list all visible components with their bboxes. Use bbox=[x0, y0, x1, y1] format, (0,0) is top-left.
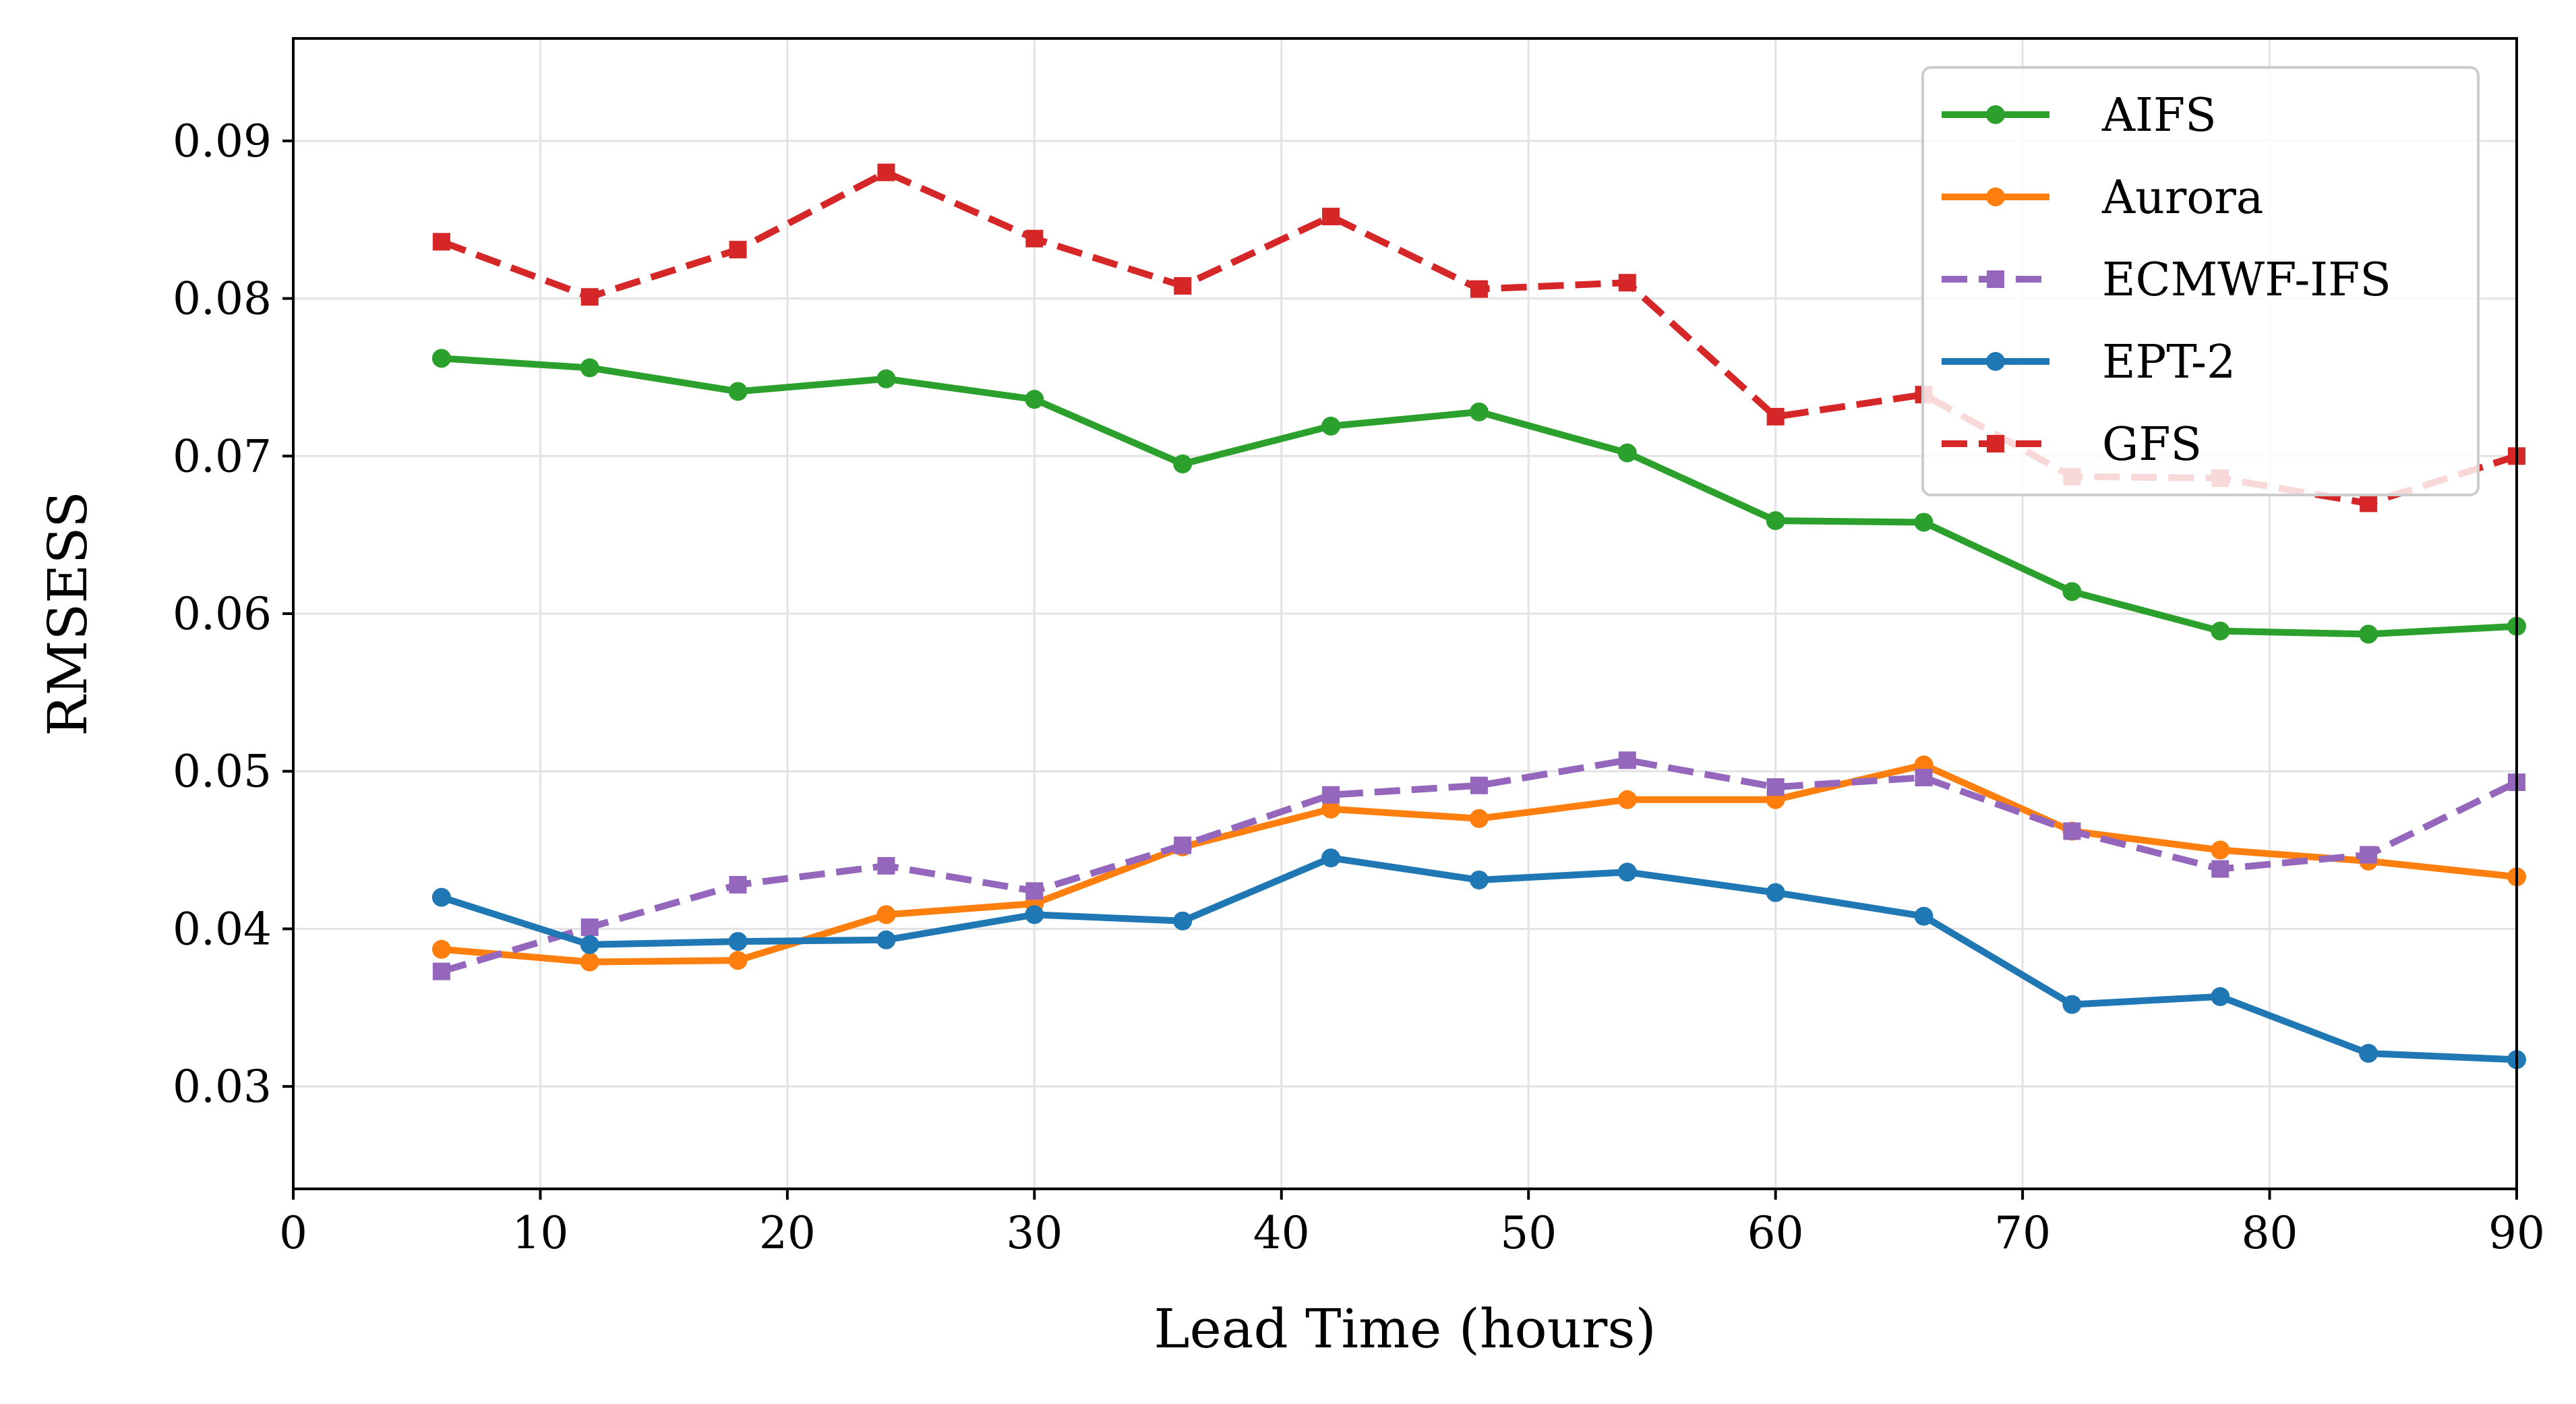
data-point-ecmwf-ifs bbox=[1174, 836, 1192, 854]
data-point-aifs bbox=[876, 369, 896, 388]
data-point-aurora bbox=[1321, 799, 1341, 819]
x-tick-label: 20 bbox=[759, 1207, 816, 1259]
data-point-ecmwf-ifs bbox=[2063, 822, 2081, 840]
data-point-ept-2 bbox=[2211, 987, 2230, 1006]
data-point-aurora bbox=[2211, 840, 2230, 860]
legend-marker-ecmwf-ifs bbox=[1987, 270, 2004, 288]
data-point-ecmwf-ifs bbox=[2211, 860, 2229, 878]
legend: AIFS Aurora ECMWF-IFS EPT-2 GFS bbox=[1921, 66, 2480, 496]
y-tick-label: 0.09 bbox=[173, 115, 272, 167]
x-tick-label: 0 bbox=[279, 1207, 307, 1259]
data-point-gfs bbox=[1025, 229, 1044, 247]
y-tick-label: 0.07 bbox=[173, 430, 272, 482]
legend-label-aifs: AIFS bbox=[2101, 89, 2217, 142]
x-tick-label: 60 bbox=[1747, 1207, 1804, 1259]
legend-label-aurora: Aurora bbox=[2101, 171, 2263, 225]
data-point-aurora bbox=[1617, 790, 1637, 809]
data-point-gfs bbox=[580, 288, 599, 306]
legend-label-ept-2: EPT-2 bbox=[2102, 336, 2236, 389]
legend-marker-gfs bbox=[1987, 435, 2004, 452]
legend-label-ecmwf-ifs: ECMWF-IFS bbox=[2102, 254, 2391, 307]
data-point-aifs bbox=[1025, 390, 1044, 409]
data-point-aifs bbox=[1321, 416, 1341, 436]
y-tick-label: 0.06 bbox=[173, 588, 272, 640]
data-point-aifs bbox=[1173, 454, 1193, 473]
y-tick-label: 0.08 bbox=[173, 273, 272, 325]
series-ept-2 bbox=[431, 848, 2526, 1070]
data-point-ecmwf-ifs bbox=[1025, 882, 1044, 900]
data-point-aifs bbox=[1617, 443, 1637, 463]
x-tick-label: 30 bbox=[1006, 1207, 1062, 1259]
data-point-ept-2 bbox=[1914, 906, 1934, 926]
data-point-aifs bbox=[580, 358, 599, 378]
data-point-ecmwf-ifs bbox=[2360, 846, 2378, 864]
data-point-ecmwf-ifs bbox=[1766, 778, 1785, 796]
x-tick-label: 70 bbox=[1994, 1207, 2051, 1259]
data-point-ecmwf-ifs bbox=[432, 962, 450, 981]
legend-marker-aurora bbox=[1986, 187, 2005, 206]
data-point-aurora bbox=[728, 951, 748, 970]
data-point-ept-2 bbox=[876, 930, 896, 949]
y-tick-label: 0.05 bbox=[173, 746, 272, 798]
series-ecmwf-ifs bbox=[432, 751, 2525, 981]
data-point-gfs bbox=[432, 233, 450, 251]
y-tick-label: 0.03 bbox=[173, 1061, 272, 1113]
series-aifs bbox=[431, 349, 2526, 644]
data-point-ecmwf-ifs bbox=[1915, 769, 1933, 787]
data-point-ept-2 bbox=[1617, 862, 1637, 882]
data-point-aurora bbox=[431, 939, 451, 959]
data-point-gfs bbox=[1470, 280, 1488, 298]
data-point-gfs bbox=[877, 163, 895, 181]
series-line-ecmwf-ifs bbox=[440, 757, 2519, 975]
data-point-ecmwf-ifs bbox=[729, 875, 747, 894]
data-point-aifs bbox=[1469, 402, 1489, 421]
data-point-ept-2 bbox=[1766, 883, 1785, 902]
data-point-aifs bbox=[2359, 624, 2378, 644]
data-point-ept-2 bbox=[728, 932, 748, 952]
data-point-aifs bbox=[2211, 621, 2230, 641]
data-point-aifs bbox=[728, 382, 748, 401]
data-point-ecmwf-ifs bbox=[580, 918, 599, 937]
y-tick-label: 0.04 bbox=[173, 903, 272, 955]
data-point-gfs bbox=[1766, 407, 1785, 426]
y-axis-label: RMSESS bbox=[36, 491, 99, 736]
data-point-gfs bbox=[729, 241, 747, 259]
data-point-gfs bbox=[1322, 208, 1340, 226]
legend-box bbox=[1921, 66, 2480, 496]
data-point-aifs bbox=[1914, 513, 1934, 532]
data-point-aifs bbox=[431, 349, 451, 368]
x-tick-label: 10 bbox=[512, 1207, 568, 1259]
data-point-gfs bbox=[1618, 274, 1636, 292]
x-tick-label: 50 bbox=[1500, 1207, 1557, 1259]
data-point-ept-2 bbox=[1173, 911, 1193, 931]
legend-label-gfs: GFS bbox=[2102, 418, 2202, 471]
x-tick-label: 90 bbox=[2488, 1207, 2545, 1259]
x-axis-label: Lead Time (hours) bbox=[1154, 1297, 1656, 1360]
data-point-ecmwf-ifs bbox=[1470, 776, 1488, 794]
axes: 0 10 20 30 40 50 60 70 80 90 0.03 0.04 0.05 0.06 0.07 0… bbox=[173, 115, 2545, 1259]
data-point-ept-2 bbox=[2062, 995, 2082, 1014]
data-point-ept-2 bbox=[580, 935, 599, 954]
x-tick-label: 40 bbox=[1253, 1207, 1310, 1259]
data-point-gfs bbox=[1174, 276, 1192, 295]
data-point-aurora bbox=[1469, 809, 1489, 828]
data-point-aifs bbox=[2062, 582, 2082, 602]
legend-marker-ept-2 bbox=[1986, 352, 2005, 371]
data-point-ept-2 bbox=[431, 887, 451, 907]
data-point-ept-2 bbox=[1321, 848, 1341, 868]
data-point-aurora bbox=[876, 905, 896, 925]
data-point-ecmwf-ifs bbox=[877, 856, 895, 875]
data-point-ept-2 bbox=[1025, 905, 1044, 925]
data-point-aurora bbox=[580, 952, 599, 972]
data-point-ecmwf-ifs bbox=[1618, 751, 1636, 769]
data-point-gfs bbox=[2360, 494, 2378, 513]
x-tick-label: 80 bbox=[2242, 1207, 2298, 1259]
data-point-ept-2 bbox=[1469, 870, 1489, 889]
data-point-ecmwf-ifs bbox=[1322, 786, 1340, 804]
legend-marker-aifs bbox=[1986, 105, 2005, 124]
data-point-aifs bbox=[1766, 511, 1785, 531]
data-point-ept-2 bbox=[2359, 1044, 2378, 1063]
